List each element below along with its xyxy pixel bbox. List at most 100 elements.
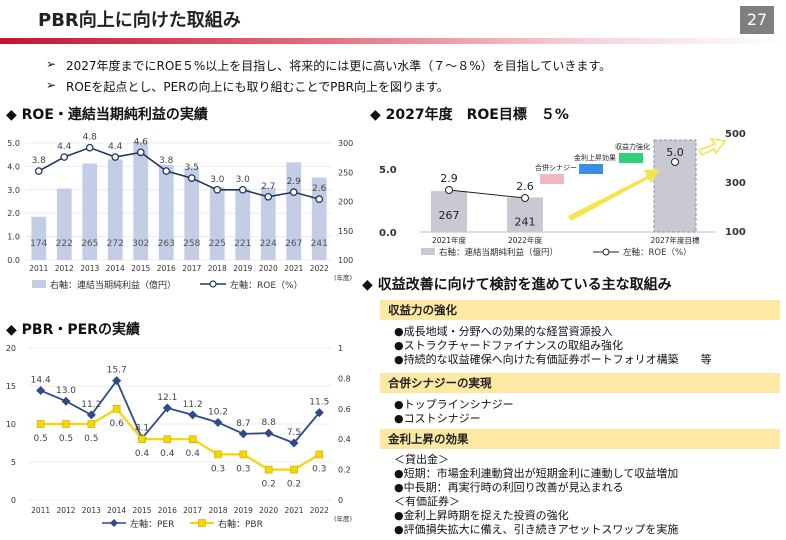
bar <box>107 159 123 260</box>
roe-value-label: 2.9 <box>440 172 458 185</box>
per-value-label: 8.7 <box>236 419 250 429</box>
section-roe-title: ◆ ROE・連結当期純利益の実績 <box>6 107 208 123</box>
pbr-point <box>214 450 222 459</box>
list-item: ●短期：市場金利連動貸出が短期金利に連動して収益増加 <box>394 467 679 480</box>
x-tick-label: 2019 <box>234 506 253 515</box>
bar-value-label: 302 <box>132 239 149 249</box>
bar-value-label: 263 <box>158 239 175 249</box>
x-tick-label: 2019 <box>233 264 252 273</box>
per-value-label: 11.2 <box>81 400 101 410</box>
per-point <box>112 376 122 386</box>
roe-value-label: 3.5 <box>185 163 199 173</box>
right-tick-label: 300 <box>725 178 746 189</box>
left-tick-label: 3.0 <box>7 186 20 195</box>
x-tick-label: 2015 <box>131 264 150 273</box>
section-initiatives-title: ◆ 収益改善に向けて検討を進めている主な取組み <box>362 277 672 293</box>
x-tick-label: 2015 <box>132 506 151 515</box>
section-initiatives-label: 収益改善に向けて検討を進めている主な取組み <box>377 277 672 293</box>
list-item: ＜有価証券＞ <box>394 495 460 508</box>
list-item: ●中長期：再実行時の利回り改善が見込まれる <box>394 481 624 494</box>
x-tick-label: 2013 <box>80 264 99 273</box>
header-band <box>0 38 786 44</box>
per-value-label: 12.1 <box>157 393 177 403</box>
x-tick-label: 2021 <box>284 506 303 515</box>
roe-point <box>162 167 171 175</box>
left-tick-label: 2.0 <box>7 209 20 218</box>
x-tick-label: 2017 <box>182 264 201 273</box>
roe-point <box>85 143 94 152</box>
pbr-value-label: 0.4 <box>160 449 175 459</box>
list-item: ●持続的な収益確保へ向けた有価証券ポートフォリオ構築 等 <box>394 353 712 366</box>
pbr-value-label: 0.5 <box>84 434 98 444</box>
rate-block <box>579 164 603 174</box>
per-value-label: 11.2 <box>183 400 203 410</box>
synergy-box-title: 合併シナジーの実現 <box>380 373 780 393</box>
bar <box>82 163 98 260</box>
bar <box>286 162 302 260</box>
right-tick-label: 0.4 <box>338 435 351 444</box>
x-tick-label: 2021 <box>284 264 303 273</box>
per-point <box>238 429 248 439</box>
bar-value-label: 222 <box>56 239 73 249</box>
roe-point <box>289 188 298 196</box>
bar <box>260 187 276 260</box>
section-target-label: 2027年度 ROE目標 ５% <box>385 107 569 123</box>
pbr-point <box>290 465 298 474</box>
bar-value-label: 241 <box>515 215 536 228</box>
right-tick-label: 0.8 <box>338 374 351 383</box>
upward-arrow <box>568 169 660 221</box>
x-tick-label: 2011 <box>31 506 50 515</box>
right-tick-label: 300 <box>338 139 353 148</box>
list-item: ●コストシナジー <box>394 412 481 425</box>
x-tick-label: 2014 <box>106 264 125 273</box>
pbr-value-label: 0.2 <box>287 480 301 490</box>
left-tick-label: 4.0 <box>7 162 20 171</box>
x-tick-label: 2022 <box>310 506 329 515</box>
bar-value-label: 258 <box>183 239 200 249</box>
per-point <box>61 396 71 406</box>
intro-arrow-2: ➢ <box>46 78 57 92</box>
bar-value-label: 272 <box>107 239 124 249</box>
legend-per-marker <box>110 519 118 527</box>
per-value-label: 14.4 <box>31 376 51 386</box>
roe-value-label: 4.4 <box>108 142 123 152</box>
right-tick-label: 100 <box>338 256 353 265</box>
right-tick-label: 1 <box>338 344 343 353</box>
section-pbr-title: ◆ PBR・PERの実績 <box>6 322 140 338</box>
roe-chart: 0.0 1.0 2.0 3.0 4.0 5.0 100 150 200 250 300 174 2011… <box>7 133 353 291</box>
roe-value-label: 3.0 <box>210 175 225 185</box>
x-tick-label: 2018 <box>208 264 227 273</box>
bar-value-label: 265 <box>81 239 98 249</box>
roe-point <box>264 192 273 201</box>
per-point <box>162 403 172 413</box>
pbr-value-label: 0.5 <box>59 434 73 444</box>
per-point <box>36 386 46 396</box>
bar <box>133 141 149 260</box>
profit-box-title: 収益力の強化 <box>380 300 780 320</box>
page-title: PBR向上に向けた取組み <box>38 10 241 31</box>
x-tick-label: 2012 <box>55 264 74 273</box>
left-tick-label: 20 <box>6 344 16 353</box>
bar-value-label: 174 <box>30 239 47 249</box>
rate-list: ＜貸出金＞ ●短期：市場金利連動貸出が短期金利に連動して収益増加 ●中長期：再実… <box>394 453 678 537</box>
left-tick-label: 5.0 <box>7 139 20 148</box>
x-tick-label: 2018 <box>208 506 227 515</box>
section-target-title: ◆ 2027年度 ROE目標 ５% <box>370 107 569 123</box>
pbr-value-label: 0.2 <box>262 480 276 490</box>
per-value-label: 8.8 <box>262 418 277 428</box>
per-point <box>86 410 96 420</box>
per-value-label: 10.2 <box>208 407 228 417</box>
x-tick-label: 2014 <box>107 506 126 515</box>
pbr-value-label: 0.5 <box>34 434 48 444</box>
pbr-point <box>264 465 273 474</box>
legend-line-marker <box>602 248 610 256</box>
per-line <box>40 378 321 445</box>
roe-value-label: 4.4 <box>57 142 72 152</box>
roe-point <box>34 167 43 175</box>
left-tick-label: 0 <box>11 496 16 505</box>
synergy-block <box>540 174 564 184</box>
outline-arrow <box>697 137 727 157</box>
intro-arrow-1: ➢ <box>46 57 57 71</box>
pbr-point <box>315 450 324 459</box>
legend-bar-label: 右軸：連結当期純利益（億円） <box>50 279 176 291</box>
